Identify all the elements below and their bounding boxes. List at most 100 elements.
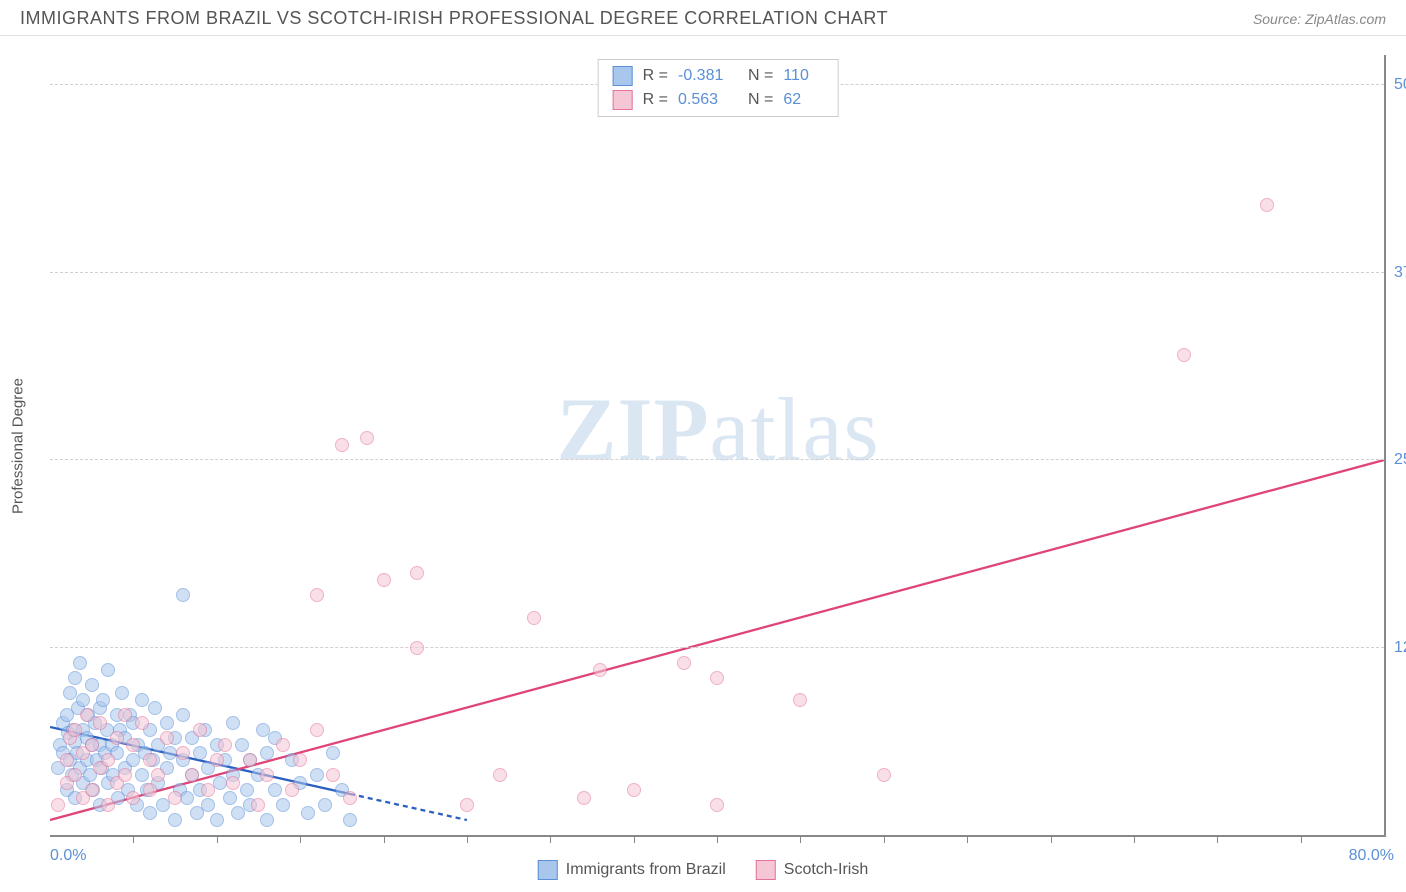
x-tick — [1217, 835, 1218, 843]
legend-r-value: -0.381 — [678, 64, 738, 88]
data-point — [310, 588, 324, 602]
x-tick — [300, 835, 301, 843]
data-point — [148, 701, 162, 715]
data-point — [793, 693, 807, 707]
x-tick — [1134, 835, 1135, 843]
data-point — [877, 768, 891, 782]
x-tick — [800, 835, 801, 843]
data-point — [68, 671, 82, 685]
data-point — [318, 798, 332, 812]
data-point — [68, 723, 82, 737]
legend-swatch — [538, 860, 558, 880]
data-point — [176, 708, 190, 722]
legend-r-label: R = — [643, 88, 668, 112]
chart-area: ZIPatlas 12.5%25.0%37.5%50.0% R =-0.381N… — [50, 55, 1386, 837]
chart-header: IMMIGRANTS FROM BRAZIL VS SCOTCH-IRISH P… — [0, 0, 1406, 36]
gridline — [50, 647, 1384, 648]
data-point — [101, 753, 115, 767]
data-point — [118, 708, 132, 722]
data-point — [260, 746, 274, 760]
legend-label: Scotch-Irish — [784, 861, 868, 879]
data-point — [377, 573, 391, 587]
correlation-legend: R =-0.381N =110R =0.563N =62 — [598, 59, 839, 117]
bottom-legend-item: Scotch-Irish — [756, 860, 868, 880]
data-point — [176, 588, 190, 602]
data-point — [73, 656, 87, 670]
data-point — [76, 693, 90, 707]
data-point — [143, 806, 157, 820]
data-point — [240, 783, 254, 797]
data-point — [85, 783, 99, 797]
data-point — [460, 798, 474, 812]
data-point — [226, 716, 240, 730]
data-point — [310, 723, 324, 737]
data-point — [310, 768, 324, 782]
data-point — [285, 783, 299, 797]
data-point — [343, 813, 357, 827]
legend-n-value: 110 — [783, 64, 823, 88]
chart-title: IMMIGRANTS FROM BRAZIL VS SCOTCH-IRISH P… — [20, 8, 888, 29]
data-point — [163, 746, 177, 760]
x-tick — [133, 835, 134, 843]
data-point — [260, 813, 274, 827]
legend-label: Immigrants from Brazil — [566, 861, 726, 879]
data-point — [527, 611, 541, 625]
data-point — [210, 813, 224, 827]
data-point — [96, 693, 110, 707]
data-point — [360, 431, 374, 445]
data-point — [118, 768, 132, 782]
bottom-legend: Immigrants from Brazil Scotch-Irish — [538, 860, 869, 880]
data-point — [251, 798, 265, 812]
y-tick-label: 50.0% — [1394, 76, 1406, 94]
data-point — [627, 783, 641, 797]
y-tick-label: 12.5% — [1394, 639, 1406, 657]
data-point — [335, 438, 349, 452]
data-point — [710, 798, 724, 812]
x-tick — [1301, 835, 1302, 843]
legend-n-label: N = — [748, 88, 773, 112]
plot-region: 12.5%25.0%37.5%50.0% — [50, 55, 1386, 837]
gridline — [50, 459, 1384, 460]
data-point — [201, 798, 215, 812]
data-point — [126, 791, 140, 805]
data-point — [185, 768, 199, 782]
legend-n-label: N = — [748, 64, 773, 88]
x-tick — [1051, 835, 1052, 843]
data-point — [210, 753, 224, 767]
data-point — [80, 708, 94, 722]
bottom-legend-item: Immigrants from Brazil — [538, 860, 726, 880]
data-point — [135, 768, 149, 782]
data-point — [577, 791, 591, 805]
data-point — [143, 753, 157, 767]
data-point — [160, 731, 174, 745]
data-point — [301, 806, 315, 820]
gridline — [50, 272, 1384, 273]
x-tick — [550, 835, 551, 843]
data-point — [326, 746, 340, 760]
data-point — [677, 656, 691, 670]
data-point — [126, 738, 140, 752]
data-point — [410, 641, 424, 655]
trendlines-layer — [50, 55, 1384, 835]
data-point — [60, 753, 74, 767]
data-point — [1177, 348, 1191, 362]
legend-n-value: 62 — [783, 88, 823, 112]
data-point — [593, 663, 607, 677]
data-point — [176, 746, 190, 760]
data-point — [276, 738, 290, 752]
data-point — [93, 716, 107, 730]
data-point — [135, 693, 149, 707]
y-axis-title: Professional Degree — [10, 378, 27, 514]
data-point — [276, 798, 290, 812]
legend-row: R =0.563N =62 — [613, 88, 824, 112]
data-point — [493, 768, 507, 782]
x-tick — [717, 835, 718, 843]
data-point — [218, 738, 232, 752]
data-point — [101, 798, 115, 812]
data-point — [101, 663, 115, 677]
data-point — [193, 746, 207, 760]
data-point — [710, 671, 724, 685]
x-tick — [884, 835, 885, 843]
data-point — [115, 686, 129, 700]
x-tick — [467, 835, 468, 843]
